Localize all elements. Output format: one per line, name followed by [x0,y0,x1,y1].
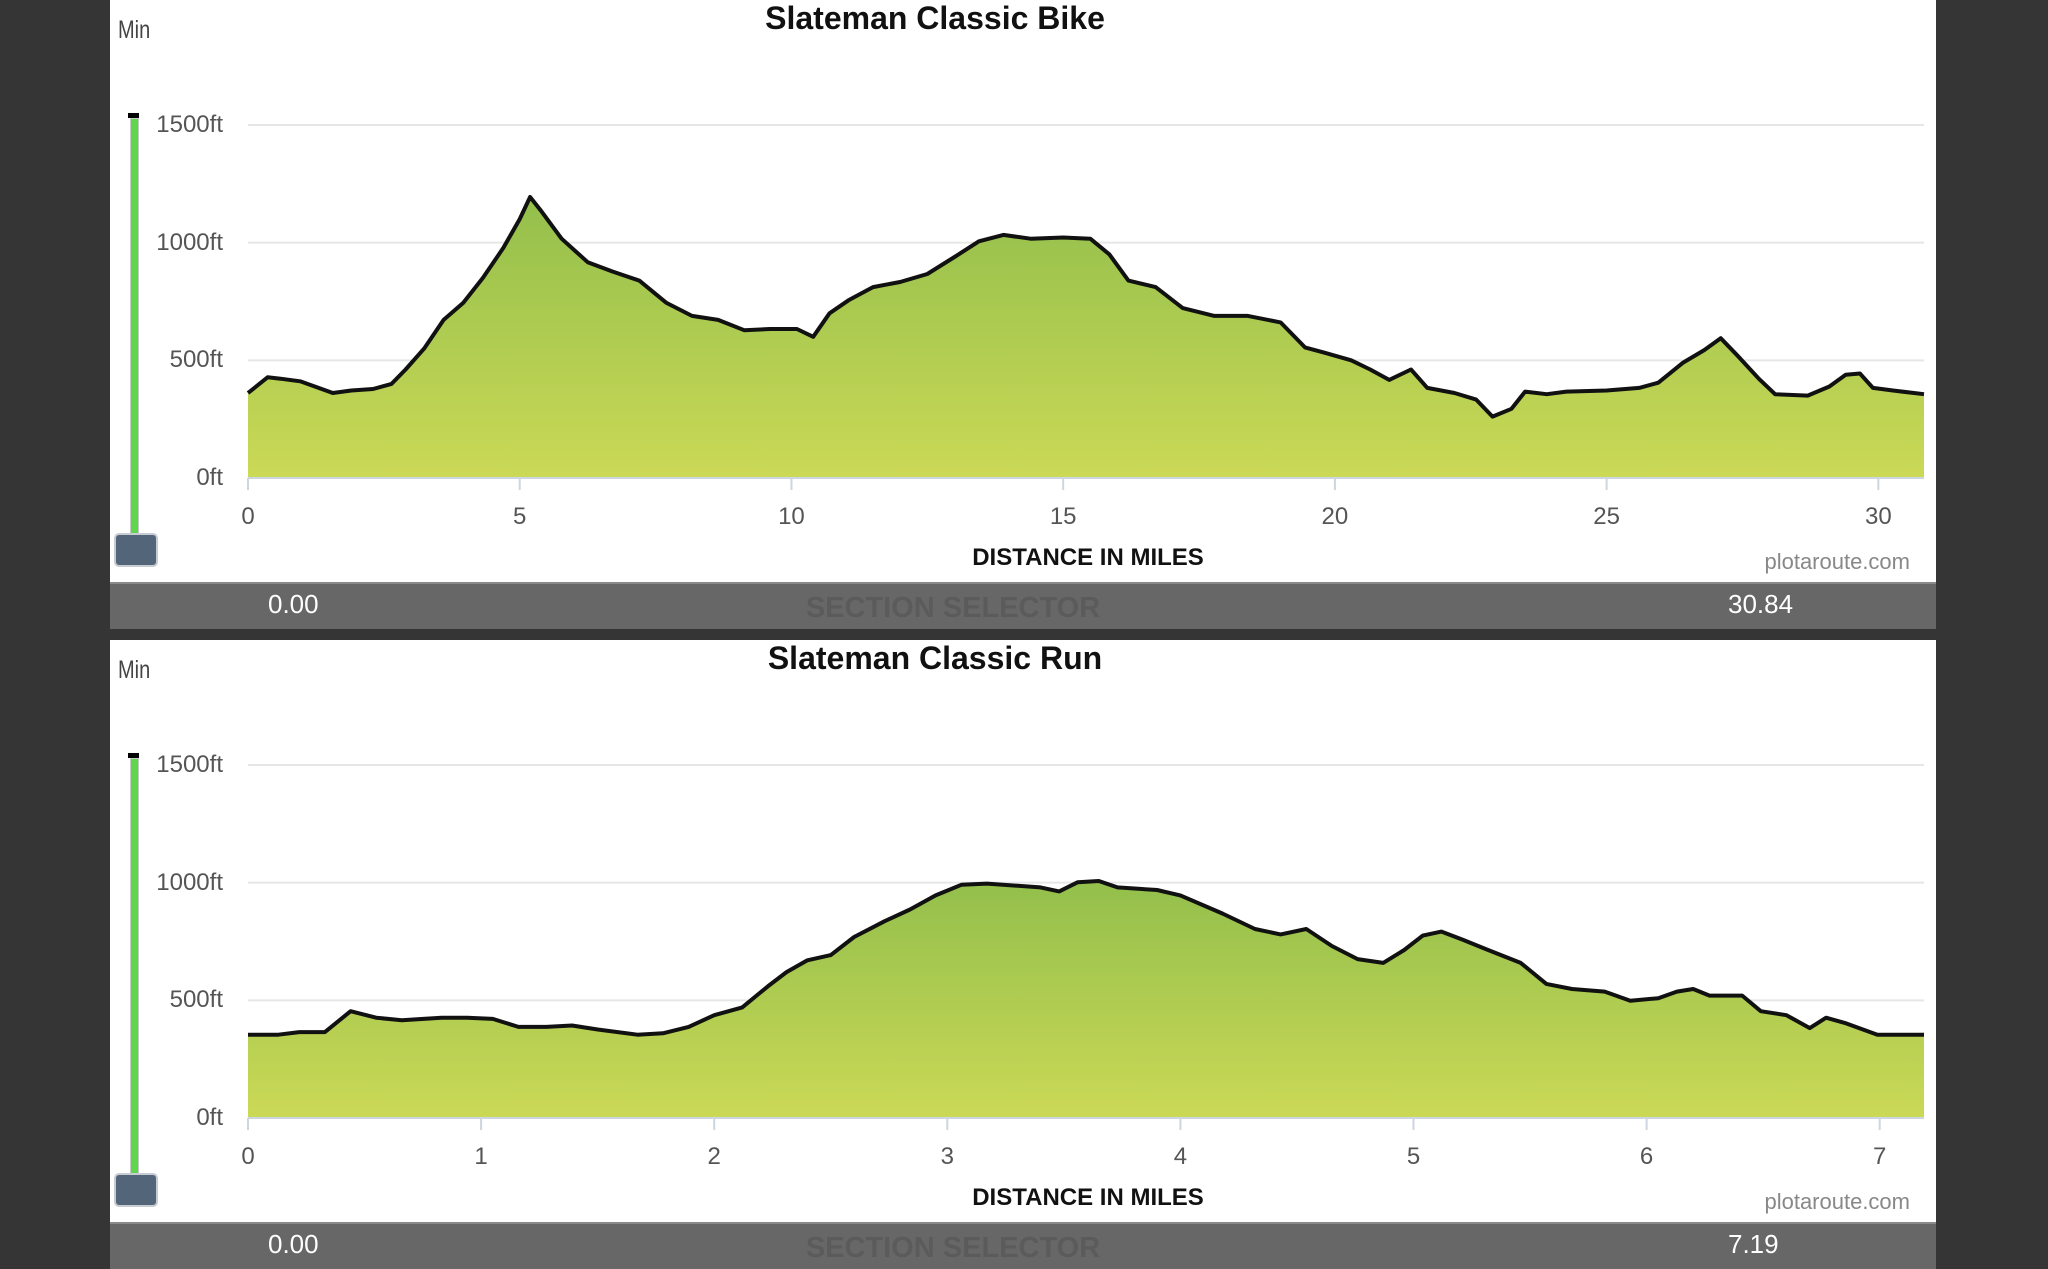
x-tick-label: 10 [778,503,805,530]
chart-title: Slateman Classic Run [767,640,1103,676]
x-tick-label: 6 [1639,1143,1654,1170]
run-elevation-panel: Slateman Classic Run Min DISTANCE IN MIL… [110,640,1936,1269]
elevation-slider-handle[interactable] [114,533,158,567]
x-tick-label: 0 [241,503,255,530]
elevation-chart [246,124,1925,490]
section-selector-title: SECTION SELECTOR [805,1232,1101,1264]
x-tick-label: 3 [940,1143,954,1170]
elevation-line [248,879,1924,1037]
x-tick-label: 20 [1321,503,1349,530]
x-tick-label: 5 [513,503,527,530]
credit-link[interactable]: plotaroute.com [1764,1189,1910,1214]
y-tick-label: 500ft [169,346,223,374]
y-tick-label: 1500ft [156,751,223,778]
y-tick-label: 0ft [196,1104,223,1131]
y-tick-label: 500ft [169,986,223,1014]
slider-max-cap [128,753,139,758]
slider-max-cap [128,113,139,118]
credit-link[interactable]: plotaroute.com [1764,549,1910,574]
x-tick-label: 1 [474,1143,488,1170]
elevation-slider-handle[interactable] [114,1173,158,1207]
x-tick-label: 30 [1864,503,1892,530]
section-end-value[interactable]: 30.84 [1728,589,1794,619]
x-tick-label: 5 [1406,1143,1421,1170]
slider-min-label: Min [118,656,151,684]
x-axis-title: DISTANCE IN MILES [972,1184,1204,1211]
y-tick-label: 1000ft [156,228,223,256]
section-selector[interactable]: 0.00 SECTION SELECTOR 30.84 [110,582,1936,629]
section-start-value[interactable]: 0.00 [268,1229,319,1259]
y-tick-label: 1000ft [156,868,223,896]
y-tick-label: 0ft [196,464,223,491]
x-axis-title: DISTANCE IN MILES [972,544,1204,571]
section-start-value[interactable]: 0.00 [268,589,319,619]
x-tick-label: 7 [1873,1143,1887,1170]
section-selector-title: SECTION SELECTOR [805,592,1101,624]
elevation-area [248,197,1924,478]
x-tick-label: 4 [1173,1143,1188,1170]
x-tick-label: 15 [1049,503,1077,530]
chart-title: Slateman Classic Bike [765,0,1105,36]
elevation-line [246,195,1925,419]
section-end-value[interactable]: 7.19 [1728,1229,1779,1259]
y-tick-label: 1500ft [156,111,223,138]
bike-elevation-panel: Slateman Classic Bike Min DISTANCE IN MI… [110,0,1936,629]
slider-min-label: Min [118,16,151,44]
x-tick-label: 25 [1593,503,1620,530]
elevation-area [248,881,1924,1118]
x-tick-label: 2 [707,1143,721,1170]
elevation-chart [247,764,1924,1130]
x-tick-label: 0 [241,1143,255,1170]
section-selector[interactable]: 0.00 SECTION SELECTOR 7.19 [110,1222,1936,1269]
